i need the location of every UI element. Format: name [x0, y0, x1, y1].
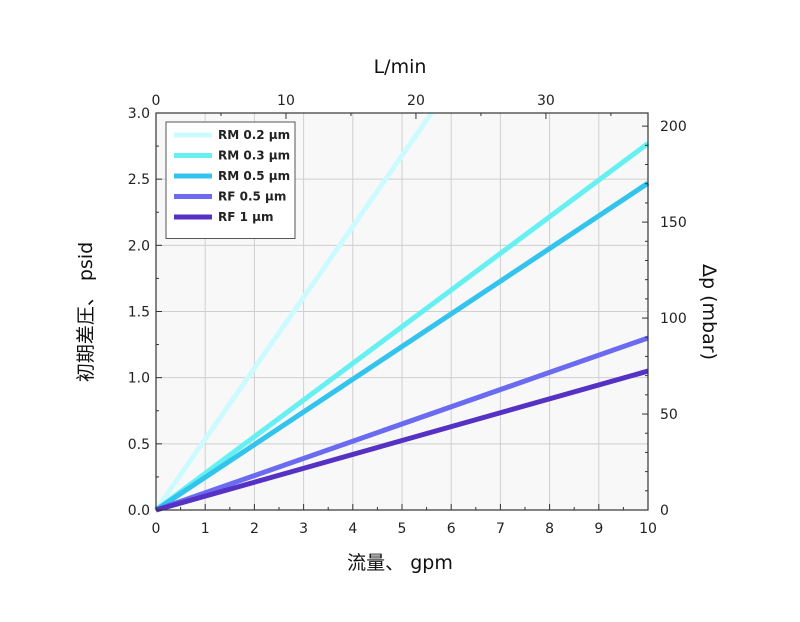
- y2-tick-label: 200: [660, 119, 687, 135]
- y-tick-label: 2.0: [128, 238, 150, 254]
- y2-tick-label: 0: [660, 503, 669, 519]
- x-tick-label: 7: [496, 521, 505, 537]
- x-axis-title: 流量、 gpm: [347, 552, 453, 574]
- x2-axis-title: L/min: [374, 56, 427, 78]
- legend-label: RM 0.2 µm: [218, 128, 290, 142]
- series-line: [154, 141, 650, 513]
- legend-label: RM 0.5 µm: [218, 169, 290, 183]
- y-tick-label: 0.5: [128, 437, 150, 453]
- x-tick-label: 0: [152, 521, 161, 537]
- x-tick-label: 2: [250, 521, 259, 537]
- x-tick-label: 10: [639, 521, 657, 537]
- y2-tick-label: 100: [660, 311, 687, 327]
- x2-tick-label: 10: [277, 93, 295, 109]
- series-lines: [153, 111, 650, 513]
- x-tick-label: 9: [594, 521, 603, 537]
- x-tick-label: 3: [299, 521, 308, 537]
- x2-tick-label: 20: [407, 93, 425, 109]
- legend: RM 0.2 µm RM 0.3 µm RM 0.5 µm RF 0.5 µm RF 1…: [165, 121, 296, 239]
- legend-label: RF 1 µm: [218, 210, 273, 224]
- y2-axis-title: Δp (mbar): [698, 264, 720, 360]
- x-tick-label: 4: [348, 521, 357, 537]
- x2-tick-label: 30: [537, 93, 555, 109]
- y2-tick-label: 150: [660, 215, 687, 231]
- x-tick-label: 6: [447, 521, 456, 537]
- y-tick-label: 1.5: [128, 305, 150, 321]
- legend-label: RM 0.3 µm: [218, 149, 290, 163]
- y2-tick-label: 50: [660, 407, 678, 423]
- x-tick-label: 8: [545, 521, 554, 537]
- x-tick-label: 1: [201, 521, 210, 537]
- axis-ticks: 0 1 2 3 4 5 6 7 8 9 100.00.51.01.52.02.53.00 10 20 30…: [128, 93, 687, 537]
- x2-tick-label: 0: [152, 93, 161, 109]
- x-tick-label: 5: [398, 521, 407, 537]
- y-tick-label: 0.0: [128, 503, 150, 519]
- y-tick-label: 1.0: [128, 371, 150, 387]
- y-axis-title: 初期差圧、 psid: [75, 242, 97, 382]
- y-tick-label: 3.0: [128, 106, 150, 122]
- legend-label: RF 0.5 µm: [218, 190, 286, 204]
- y-tick-label: 2.5: [128, 172, 150, 188]
- series-line: [154, 181, 650, 513]
- series-line: [155, 335, 649, 513]
- series-line: [153, 111, 434, 512]
- series-line: [155, 368, 649, 513]
